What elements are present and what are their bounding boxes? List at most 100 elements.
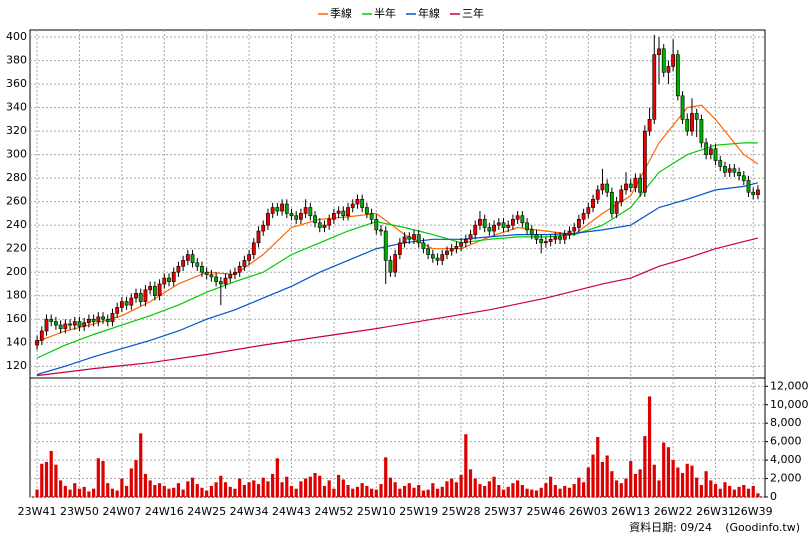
candle-body (58, 324, 63, 329)
volume-bar (737, 486, 741, 497)
candle-body (303, 207, 308, 214)
volume-bar (709, 480, 713, 497)
candle-body (534, 234, 539, 240)
candle-body (152, 285, 157, 297)
candle-body (289, 213, 294, 217)
volume-bar (407, 483, 411, 497)
volume-bar (501, 489, 506, 497)
candle-body (746, 180, 751, 193)
candle-body (397, 242, 402, 255)
volume-bar (511, 483, 515, 497)
candle-body (718, 160, 723, 167)
volume-bar (647, 396, 652, 497)
volume-bar (205, 490, 209, 497)
source: (Goodinfo.tw) (725, 521, 800, 534)
candle-body (157, 283, 162, 297)
volume-bar (492, 476, 496, 497)
x-tick-label: 24W34 (230, 505, 269, 518)
volume-bar (96, 458, 100, 497)
candle-body (548, 238, 553, 242)
volume-bar (101, 461, 105, 497)
candle-body (266, 213, 270, 226)
volume-bar (351, 488, 355, 497)
candle-body (280, 203, 284, 212)
candle-body (751, 191, 756, 195)
candle-body (426, 248, 431, 255)
candle-body (393, 254, 398, 273)
candle-body (416, 234, 421, 244)
candle-body (327, 218, 332, 226)
candle-body (317, 222, 322, 228)
volume-bar (619, 483, 623, 497)
candle-body (713, 148, 718, 161)
volume-bar (327, 480, 331, 497)
volume-bar (40, 463, 44, 497)
candle-body (704, 142, 709, 155)
volume-bar (440, 486, 444, 497)
volume-bar (162, 485, 166, 497)
candle-body (732, 168, 737, 173)
y-tick-label: 140 (6, 336, 27, 349)
candle-body (628, 183, 633, 188)
volume-bar (756, 493, 760, 497)
candle-body (72, 321, 77, 326)
candle-body (478, 218, 482, 226)
volume-bar (506, 486, 510, 497)
volume-bar (214, 482, 218, 497)
y-tick-label: 360 (6, 77, 27, 90)
candle-body (661, 48, 666, 73)
candle-body (562, 234, 567, 240)
volume-bar (629, 461, 633, 497)
candle-body (727, 168, 732, 173)
candle-body (609, 191, 614, 214)
volume-bar (341, 479, 345, 497)
volume-bar (699, 485, 703, 497)
volume-bar (247, 482, 251, 497)
candle-body (454, 246, 459, 249)
candle-body (110, 313, 115, 322)
volume-bar (742, 485, 746, 497)
candle-body (402, 236, 407, 244)
candle-body (388, 260, 393, 273)
candle-body (685, 119, 690, 132)
volume-bar (115, 490, 119, 497)
volume-bar (384, 457, 388, 497)
volume-bar (35, 489, 39, 497)
candle-body (539, 238, 544, 244)
volume-bar (68, 489, 72, 497)
candle-body (101, 316, 105, 320)
volume-bar (209, 485, 213, 497)
volume-bar (412, 487, 416, 497)
volume-bar (360, 483, 364, 497)
x-tick-label: 25W37 (484, 505, 523, 518)
y-tick-label: 120 (6, 359, 27, 372)
volume-bar (313, 473, 317, 497)
candle-body (284, 203, 289, 214)
x-tick-label: 26W13 (611, 505, 650, 518)
candle-body (487, 227, 492, 232)
candle-body (190, 254, 195, 264)
volume-bar (186, 481, 190, 497)
ma-line (36, 142, 758, 359)
candle-body (134, 293, 138, 299)
volume-bar (304, 478, 308, 497)
volume-bar (318, 475, 322, 497)
volume-bar (638, 469, 642, 497)
candle-body (299, 213, 303, 220)
y-tick-label: 240 (6, 218, 27, 231)
volume-bar (190, 477, 195, 497)
x-tick-label: 26W31 (696, 505, 735, 518)
candle-body (256, 230, 261, 244)
volume-bar (591, 454, 595, 497)
volume-bar (44, 461, 49, 497)
y2-tick-label: 10,000 (770, 398, 808, 411)
volume-bar (129, 468, 133, 497)
candle-body (595, 189, 600, 200)
candle-body (723, 166, 727, 173)
y2-tick-label: 6,000 (770, 435, 802, 448)
candle-body (119, 301, 124, 308)
candle-body (148, 285, 153, 291)
candle-body (162, 277, 167, 285)
volume-bar (355, 486, 360, 497)
x-tick-label: 25W19 (399, 505, 438, 518)
